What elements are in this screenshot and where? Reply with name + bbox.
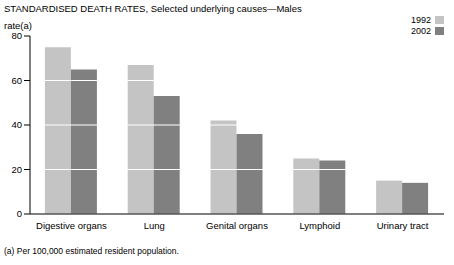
svg-text:40: 40 (11, 119, 22, 130)
svg-text:0: 0 (17, 208, 22, 219)
html-text:rate(a): rate(a) (4, 20, 32, 31)
svg-text:20: 20 (11, 164, 22, 175)
svg-text:Lymphoid: Lymphoid (299, 220, 340, 231)
html-text:STANDARDISED DEATH RATES, Sele: STANDARDISED DEATH RATES, Selected under… (4, 3, 302, 14)
svg-text:80: 80 (11, 30, 22, 41)
svg-text:Lung: Lung (144, 220, 165, 231)
html-text:1992: 1992 (411, 14, 431, 25)
html-text:(a) Per 100,000 estimated resi: (a) Per 100,000 estimated resident popul… (4, 246, 179, 256)
svg-text:60: 60 (11, 75, 22, 86)
html-text:2002: 2002 (411, 25, 431, 36)
svg-text:Genital organs: Genital organs (206, 220, 268, 231)
svg-text:Urinary tract: Urinary tract (377, 220, 429, 231)
svg-text:Digestive organs: Digestive organs (36, 220, 107, 231)
